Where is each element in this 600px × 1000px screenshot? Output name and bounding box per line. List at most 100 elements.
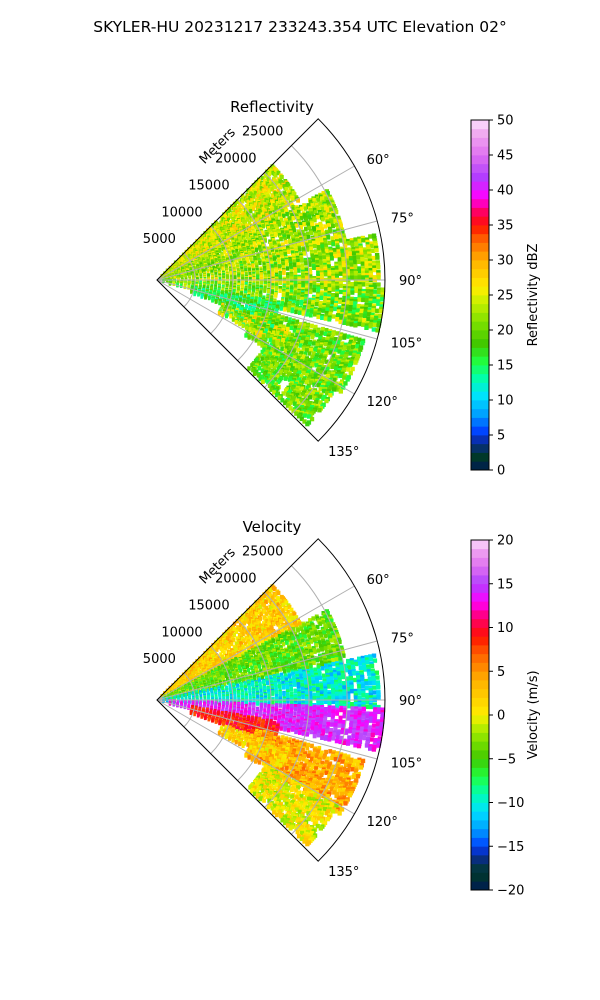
echo-gate xyxy=(316,314,321,320)
echo-gate xyxy=(368,284,373,290)
echo-gate xyxy=(276,188,281,194)
echo-gate xyxy=(312,281,317,286)
echo-gate xyxy=(257,214,261,219)
echo-gate xyxy=(276,254,280,260)
echo-gate xyxy=(268,351,273,356)
colorbar-segment xyxy=(471,347,489,357)
echo-gate xyxy=(304,267,309,273)
echo-gate xyxy=(293,325,298,330)
echo-gate xyxy=(287,224,291,230)
echo-gate xyxy=(327,264,331,269)
echo-gate xyxy=(319,295,324,300)
echo-gate xyxy=(342,296,347,301)
echo-gate xyxy=(362,318,367,323)
echo-gate xyxy=(305,421,310,427)
echo-gate xyxy=(367,251,372,256)
echo-gate xyxy=(338,223,343,228)
echo-gate xyxy=(316,198,321,203)
echo-gate xyxy=(331,223,335,229)
echo-gate xyxy=(326,223,331,228)
echo-gate xyxy=(331,314,336,319)
echo-gate xyxy=(306,235,311,240)
echo-gate xyxy=(279,306,283,311)
echo-gate xyxy=(300,392,305,397)
echo-gate xyxy=(376,275,381,280)
echo-gate xyxy=(299,374,304,379)
echo-gate xyxy=(357,290,362,296)
echo-gate xyxy=(329,252,334,257)
echo-gate xyxy=(265,232,269,237)
echo-gate xyxy=(324,359,329,364)
echo-gate xyxy=(265,205,269,211)
echo-gate xyxy=(331,332,336,337)
echo-gate xyxy=(281,391,286,396)
echo-gate xyxy=(267,282,271,288)
colorbar-segment xyxy=(471,382,489,392)
echo-gate xyxy=(285,297,289,302)
echo-gate xyxy=(319,370,324,375)
echo-gate xyxy=(321,349,325,354)
colorbar-segment xyxy=(471,461,489,471)
echo-gate xyxy=(286,308,291,313)
echo-gate xyxy=(301,346,306,351)
colorbar-segment xyxy=(471,155,489,165)
echo-gate xyxy=(261,258,266,264)
echo-gate xyxy=(342,320,347,325)
echo-gate xyxy=(250,217,254,222)
echo-gate xyxy=(346,367,351,372)
colorbar-segment xyxy=(471,163,489,173)
colorbar-tick-label: 30 xyxy=(497,254,514,269)
echo-gate xyxy=(228,207,232,213)
echo-gate xyxy=(371,303,377,308)
echo-gate xyxy=(274,264,278,270)
echo-gate xyxy=(271,194,275,199)
echo-gate xyxy=(357,284,362,289)
echo-gate xyxy=(244,333,248,338)
colorbar-tick-label: 10 xyxy=(497,394,514,409)
echo-gate xyxy=(275,201,280,206)
echo-gate xyxy=(361,279,366,285)
echo-gate xyxy=(365,295,370,301)
echo-gate xyxy=(335,317,340,322)
colorbar-segment xyxy=(471,426,489,436)
echo-gate xyxy=(263,274,267,279)
echo-gate xyxy=(354,286,359,291)
echo-gate xyxy=(317,252,322,257)
echo-gate xyxy=(214,281,218,286)
echo-gate xyxy=(319,264,324,270)
echo-gate xyxy=(372,267,377,273)
echo-gate xyxy=(365,275,370,280)
echo-gate xyxy=(353,264,358,269)
echo-gate xyxy=(376,282,381,287)
echo-gate xyxy=(364,261,369,266)
echo-gate xyxy=(242,299,246,304)
echo-gate xyxy=(296,242,301,248)
echo-gate xyxy=(357,268,362,273)
echo-gate xyxy=(259,248,263,253)
echo-gate xyxy=(360,257,365,262)
echo-gate xyxy=(222,230,226,236)
echo-gate xyxy=(315,368,320,373)
echo-gate xyxy=(248,286,252,291)
echo-gate xyxy=(330,364,335,370)
echo-gate xyxy=(345,377,350,382)
echo-gate xyxy=(271,319,276,324)
echo-gate xyxy=(321,388,326,394)
echo-gate xyxy=(308,267,313,272)
echo-gate xyxy=(269,313,274,318)
echo-gate xyxy=(338,389,343,394)
echo-gate xyxy=(244,325,249,330)
echo-gate xyxy=(289,231,294,237)
echo-gate xyxy=(360,340,365,346)
echo-gate xyxy=(320,285,325,290)
echo-gate xyxy=(261,334,266,339)
echo-gate xyxy=(247,220,252,225)
echo-gate xyxy=(166,278,169,284)
echo-gate xyxy=(366,316,371,321)
echo-gate xyxy=(364,323,370,328)
echo-gate xyxy=(376,270,381,275)
echo-gate xyxy=(275,374,280,379)
echo-gate xyxy=(284,208,289,213)
echo-gate xyxy=(323,292,328,297)
